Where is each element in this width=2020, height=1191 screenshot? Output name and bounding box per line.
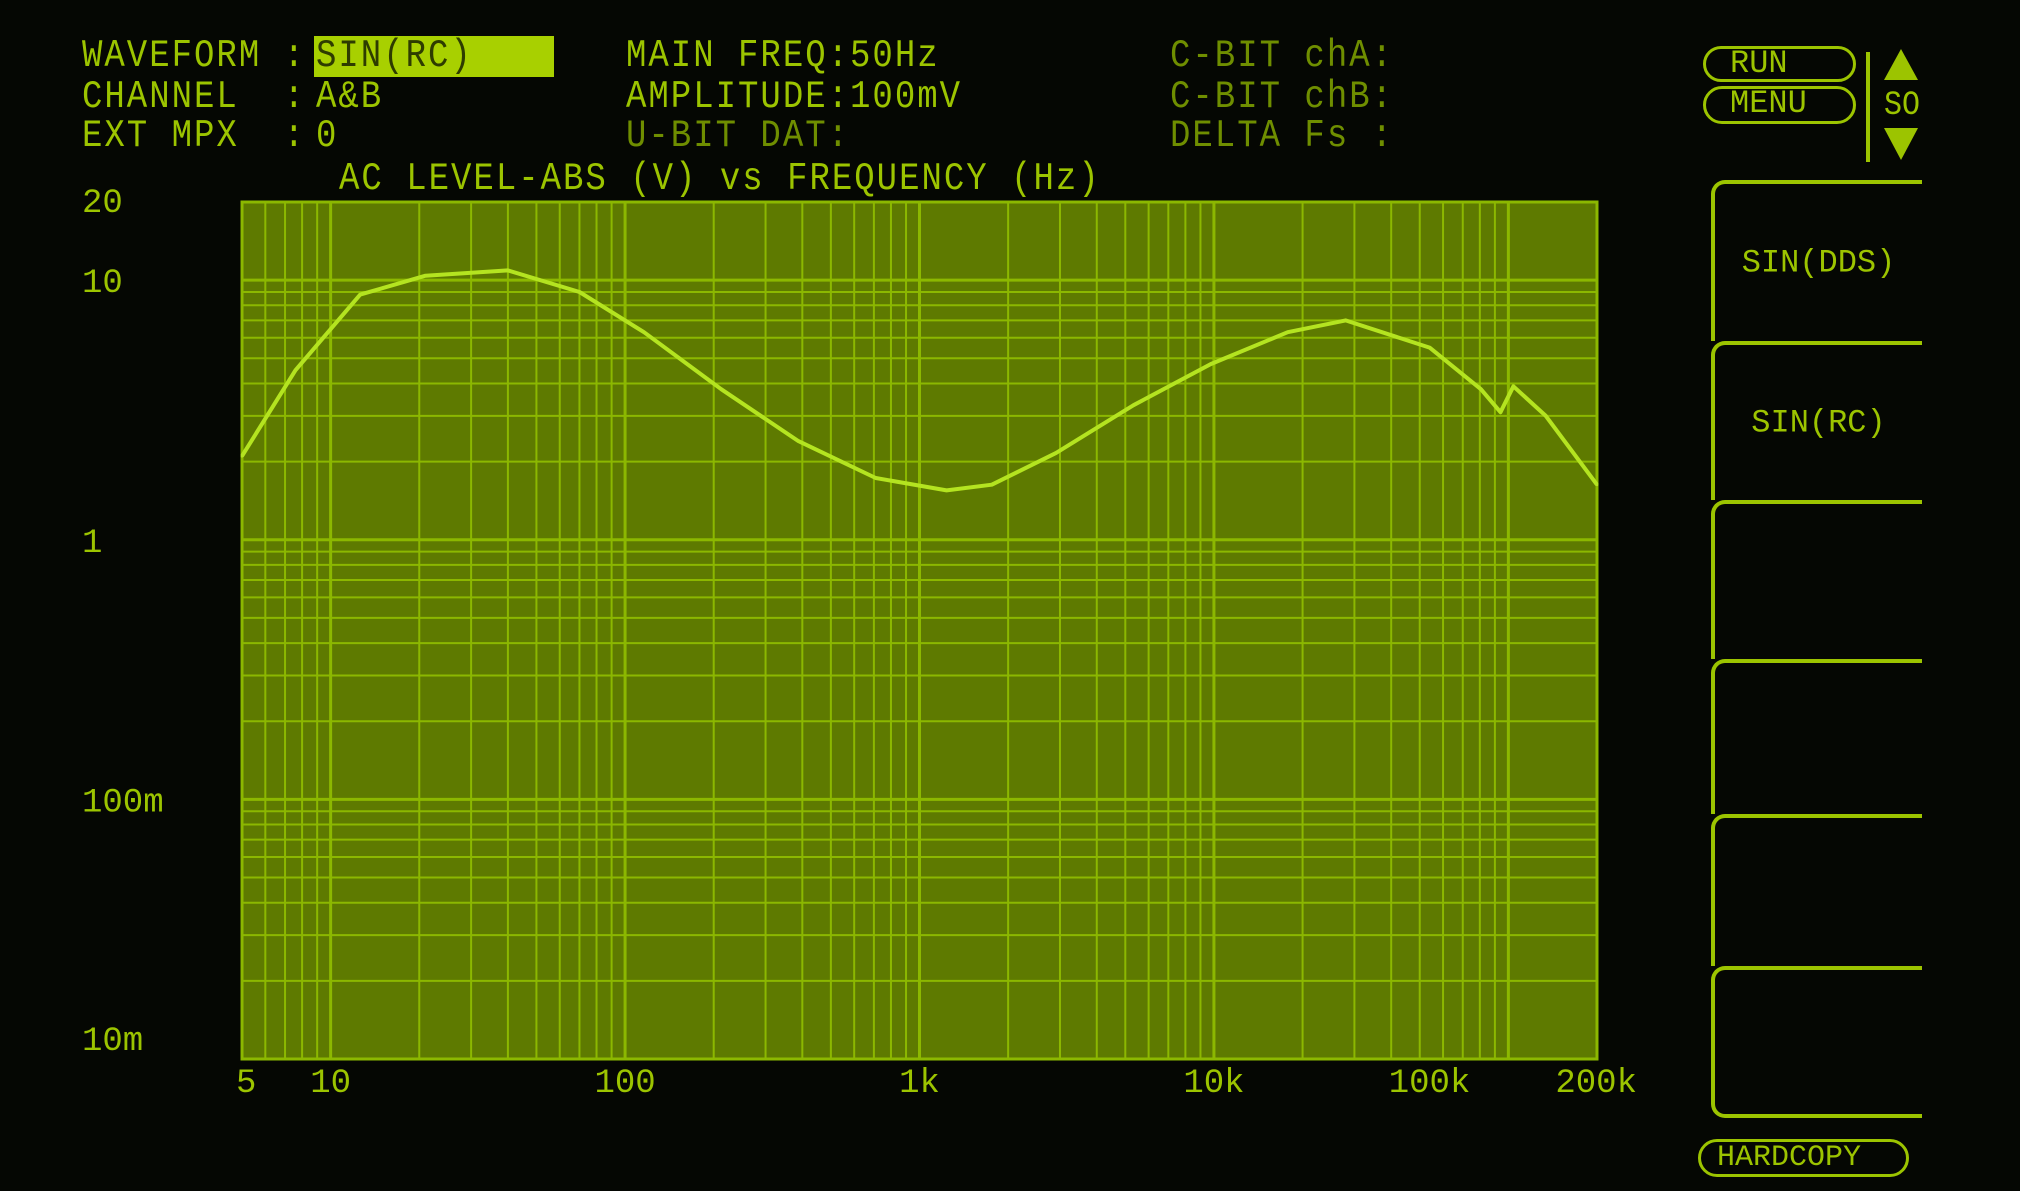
run-label: RUN (1730, 45, 1788, 82)
trace-point (642, 330, 646, 334)
x-tick-label: 200k (1555, 1065, 1637, 1103)
softkey-2[interactable]: SIN(RC) (1711, 341, 1922, 500)
trace-point (1344, 318, 1348, 322)
trace-point (990, 483, 994, 487)
channel-value: A&B (316, 76, 384, 120)
channel-label: CHANNEL : (82, 76, 307, 120)
y-tick-label: 100m (82, 784, 164, 822)
hardcopy-button[interactable]: HARDCOPY (1698, 1139, 1909, 1177)
c-bit-chb: C-BIT chB: (1170, 76, 1395, 120)
y-tick-label: 10 (82, 265, 123, 303)
trace-point (1544, 414, 1548, 418)
triangle-down-icon[interactable] (1884, 128, 1918, 160)
trace-point (577, 290, 581, 294)
chart-title: AC LEVEL-ABS (V) vs FREQUENCY (Hz) (339, 158, 1101, 202)
ext-mpx-label: EXT MPX : (82, 115, 307, 159)
waveform-label: WAVEFORM : (82, 35, 307, 79)
trace-point (1286, 330, 1290, 334)
delta-fs: DELTA Fs : (1170, 115, 1395, 159)
softkey-label: SIN(DDS) (1741, 244, 1896, 281)
trace-point (240, 454, 244, 458)
trace-point (1428, 346, 1432, 350)
trace-point (945, 488, 949, 492)
plot-border (240, 200, 1599, 1061)
menu-button[interactable]: MENU (1703, 86, 1856, 124)
trace-point (1209, 362, 1213, 366)
c-bit-cha: C-BIT chA: (1170, 35, 1395, 79)
trace-point (796, 439, 800, 443)
trace-point (424, 274, 428, 278)
trace-point (1131, 403, 1135, 407)
waveform-value[interactable]: SIN(RC) (316, 35, 473, 79)
softkey-6[interactable] (1711, 966, 1922, 1118)
trace-point (1054, 451, 1058, 455)
x-tick-label: 5 (236, 1065, 256, 1103)
x-tick-label: 10 (310, 1065, 351, 1103)
y-tick-label: 20 (82, 185, 123, 223)
u-bit-dat: U-BIT DAT: (626, 115, 851, 159)
x-tick-label: 100k (1389, 1065, 1471, 1103)
softkey-4[interactable] (1711, 659, 1922, 814)
trace-point (1479, 387, 1483, 391)
trace-point (506, 268, 510, 272)
run-button[interactable]: RUN (1703, 46, 1856, 82)
x-tick-label: 10k (1183, 1065, 1244, 1103)
y-tick-label: 1 (82, 525, 102, 563)
x-tick-label: 100 (594, 1065, 655, 1103)
softkey-1[interactable]: SIN(DDS) (1711, 180, 1922, 341)
trace-point (1595, 483, 1599, 487)
main-freq: MAIN FREQ:50Hz (626, 35, 940, 79)
softkey-3[interactable] (1711, 500, 1922, 659)
waveform-highlight[interactable] (314, 36, 554, 77)
so-label: SO (1884, 86, 1921, 126)
ext-mpx-value: 0 (316, 115, 339, 159)
trace-point (358, 293, 362, 297)
trace-point (874, 476, 878, 480)
hardcopy-label: HARDCOPY (1717, 1141, 1862, 1175)
y-tick-label: 10m (82, 1023, 143, 1061)
softkey-5[interactable] (1711, 814, 1922, 966)
menu-label: MENU (1730, 85, 1807, 122)
trace-point (1498, 410, 1502, 414)
softkey-label: SIN(RC) (1751, 404, 1886, 441)
divider (1866, 52, 1870, 162)
amplitude: AMPLITUDE:100mV (626, 76, 963, 120)
trace-point (1511, 384, 1515, 388)
trace-point (719, 387, 723, 391)
trace-point (294, 368, 298, 372)
x-tick-label: 1k (899, 1065, 940, 1103)
triangle-up-icon[interactable] (1884, 49, 1918, 80)
